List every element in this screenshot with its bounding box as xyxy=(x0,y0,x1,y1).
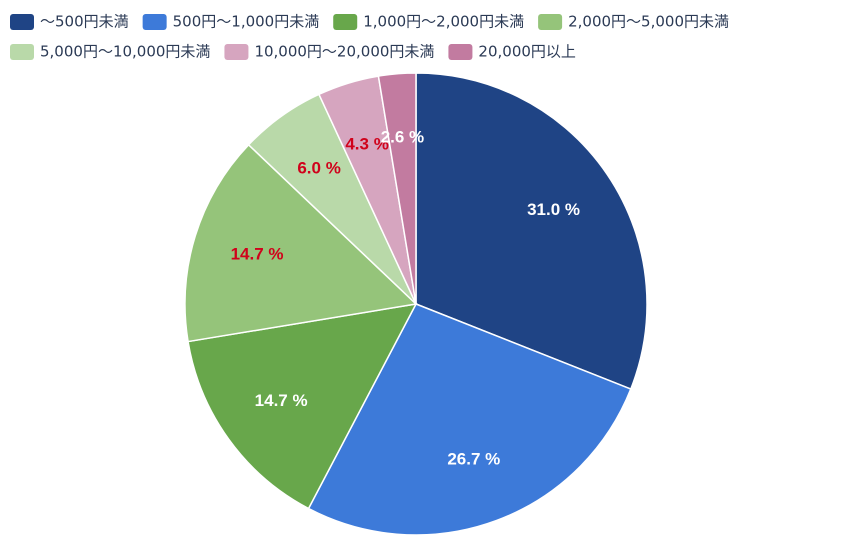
legend-label: 10,000円〜20,000円未満 xyxy=(254,43,434,61)
legend-swatch xyxy=(10,14,34,30)
pie-slice xyxy=(187,303,418,510)
pie-slice xyxy=(184,143,418,343)
data-label: 14.7 % xyxy=(255,391,308,410)
legend-swatch xyxy=(333,14,358,30)
data-label: 26.7 % xyxy=(447,449,500,468)
pie-slice xyxy=(415,72,648,391)
data-label: 14.7 % xyxy=(231,245,284,264)
legend-label: 500円〜1,000円未満 xyxy=(173,13,320,31)
pie-slice xyxy=(307,303,632,536)
data-label: 4.3 % xyxy=(345,135,388,154)
legend-label: 5,000円〜10,000円未満 xyxy=(40,43,210,61)
pie-slice xyxy=(377,72,417,305)
legend-swatch xyxy=(142,14,167,30)
data-label: 2.6 % xyxy=(381,128,424,147)
legend-label: 1,000円〜2,000円未満 xyxy=(363,13,524,31)
legend-label: 2,000円〜5,000円未満 xyxy=(568,13,729,31)
legend-swatch xyxy=(10,44,34,60)
legend-swatch xyxy=(224,44,249,60)
data-label: 31.0 % xyxy=(527,200,580,219)
legend-swatch xyxy=(538,14,563,30)
legend-label: 20,000円以上 xyxy=(478,43,576,61)
legend-label: 〜500円未満 xyxy=(40,13,129,31)
data-label: 6.0 % xyxy=(297,158,340,177)
legend-swatch xyxy=(448,44,473,60)
